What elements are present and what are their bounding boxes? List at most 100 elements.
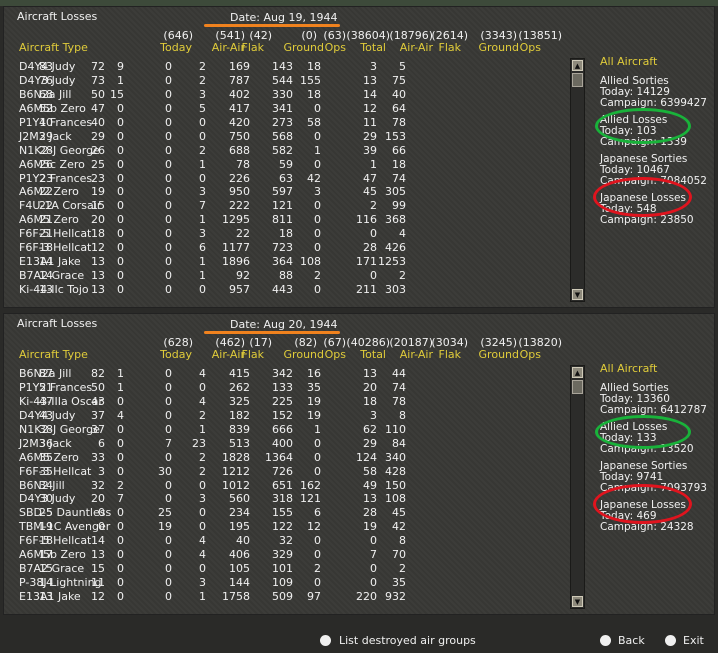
- date-underline-highlight: [204, 331, 340, 334]
- exit-arrow-icon[interactable]: ➔: [665, 634, 676, 647]
- value-cell: 0: [165, 115, 172, 129]
- value-cell: 0: [117, 562, 124, 576]
- table-row: B6N2a Jill 68 50 15 0 3 402 330 18 14 40: [4, 88, 574, 102]
- aircraft-type-cell: J2M3 Jack: [19, 436, 72, 450]
- value-cell: 155: [300, 73, 321, 87]
- value-cell: 0: [117, 171, 124, 185]
- value-cell: 0: [117, 520, 124, 534]
- value-cell: 2: [399, 269, 406, 283]
- value-cell: 1295: [222, 213, 250, 227]
- total-today: (646): [163, 29, 193, 42]
- value-cell: 0: [370, 562, 377, 576]
- value-cell: 318: [272, 492, 293, 506]
- value-cell: 50: [91, 87, 105, 101]
- table-row: A6M5b Zero 52 47 0 0 5 417 341 0 12 64: [4, 102, 574, 116]
- aircraft-type-cell: E13A1 Jake: [19, 255, 81, 269]
- table-row: A6M2 Zero 22 19 0 0 3 950 597 3 45 305: [4, 185, 574, 199]
- scroll-thumb[interactable]: [572, 380, 583, 394]
- table-row: F6F-5 Hellcat 21 18 0 0 3 22 18 0 0 4: [4, 227, 574, 241]
- table-row: F6F-3 Hellcat 18 12 0 0 6 1177 723 0 28 426: [4, 241, 574, 255]
- value-cell: 87: [39, 367, 53, 380]
- scroll-up-arrow-icon[interactable]: ▲: [572, 60, 583, 71]
- aircraft-type-cell: F4U-1A Corsair: [19, 199, 102, 213]
- value-cell: 3: [199, 576, 206, 590]
- value-cell: 0: [165, 255, 172, 269]
- value-cell: 364: [272, 255, 293, 269]
- green-highlight-circle: [595, 415, 691, 449]
- total-today: (628): [163, 336, 193, 349]
- scroll-thumb[interactable]: [572, 73, 583, 87]
- value-cell: 0: [165, 227, 172, 241]
- value-cell: 0: [165, 129, 172, 143]
- value-cell: 0: [165, 157, 172, 171]
- all-aircraft-link[interactable]: All Aircraft: [600, 362, 658, 375]
- total-ground: (82): [294, 336, 317, 349]
- value-cell: 0: [314, 548, 321, 562]
- value-cell: 0: [165, 87, 172, 101]
- value-cell: 42: [392, 520, 406, 534]
- value-cell: 133: [272, 380, 293, 394]
- col-cum-ground: Ground: [478, 41, 519, 54]
- panel-title: Aircraft Losses: [17, 317, 98, 330]
- value-cell: 13: [91, 283, 105, 296]
- value-cell: 47: [91, 101, 105, 115]
- value-cell: 38: [39, 422, 53, 436]
- value-cell: 19: [39, 520, 53, 534]
- scroll-down-arrow-icon[interactable]: ▼: [572, 289, 583, 300]
- back-button[interactable]: Back: [618, 634, 645, 647]
- value-cell: 3: [370, 408, 377, 422]
- value-cell: 1: [370, 157, 377, 171]
- scroll-up-arrow-icon[interactable]: ▲: [572, 367, 583, 378]
- value-cell: 1: [199, 255, 206, 269]
- back-arrow-icon[interactable]: ➔: [600, 634, 611, 647]
- value-cell: 513: [229, 436, 250, 450]
- value-cell: 29: [363, 436, 377, 450]
- value-cell: 3: [370, 60, 377, 73]
- table-row: N1K2-J George 38 37 0 0 1 839 666 1 62 110: [4, 423, 574, 437]
- scrollbar[interactable]: ▲ ▼: [570, 365, 585, 609]
- aircraft-type-cell: A6M2 Zero: [19, 185, 79, 199]
- value-cell: 45: [363, 185, 377, 199]
- value-cell: 73: [91, 73, 105, 87]
- value-cell: 15: [39, 562, 53, 576]
- value-cell: 19: [307, 408, 321, 422]
- value-cell: 0: [165, 548, 172, 562]
- value-cell: 153: [385, 129, 406, 143]
- col-cum-air-air: Air-Air: [399, 348, 433, 361]
- value-cell: 45: [392, 506, 406, 520]
- scroll-down-arrow-icon[interactable]: ▼: [572, 596, 583, 607]
- value-cell: 17: [39, 548, 53, 562]
- cum-total: (38604): [346, 29, 390, 42]
- value-cell: 14: [39, 255, 53, 269]
- value-cell: 152: [272, 408, 293, 422]
- aircraft-type-cell: J2M3 Jack: [19, 129, 72, 143]
- aircraft-type-cell: D4Y3 Judy: [19, 492, 76, 506]
- aircraft-losses-panel-aug20: Aircraft Losses Date: Aug 20, 1944 (628)…: [3, 313, 715, 615]
- scrollbar[interactable]: ▲ ▼: [570, 58, 585, 302]
- value-cell: 7: [165, 436, 172, 450]
- all-aircraft-link[interactable]: All Aircraft: [600, 55, 658, 68]
- list-destroyed-air-groups-button[interactable]: List destroyed air groups: [339, 634, 476, 647]
- cum-ops: (13851): [518, 29, 562, 42]
- value-cell: 22: [236, 227, 250, 241]
- table-row: P1Y2 Frances 23 23 0 0 0 226 63 42 47 74: [4, 172, 574, 186]
- col-aircraft-type: Aircraft Type: [19, 348, 88, 361]
- arrow-right-icon[interactable]: ➔: [320, 634, 331, 647]
- value-cell: 0: [314, 450, 321, 464]
- exit-button[interactable]: Exit: [683, 634, 704, 647]
- japanese-sorties-today: Today: 10467: [600, 164, 670, 176]
- value-cell: 4: [199, 548, 206, 562]
- value-cell: 2: [199, 60, 206, 73]
- value-cell: 30: [158, 464, 172, 478]
- value-cell: 44: [392, 367, 406, 380]
- value-cell: 40: [392, 87, 406, 101]
- value-cell: 0: [165, 394, 172, 408]
- value-cell: 0: [165, 450, 172, 464]
- value-cell: 108: [300, 255, 321, 269]
- value-cell: 0: [165, 478, 172, 492]
- value-cell: 0: [165, 562, 172, 576]
- value-cell: 36: [39, 436, 53, 450]
- value-cell: 37: [91, 422, 105, 436]
- japanese-losses-campaign: Campaign: 23850: [600, 214, 694, 226]
- value-cell: 32: [91, 478, 105, 492]
